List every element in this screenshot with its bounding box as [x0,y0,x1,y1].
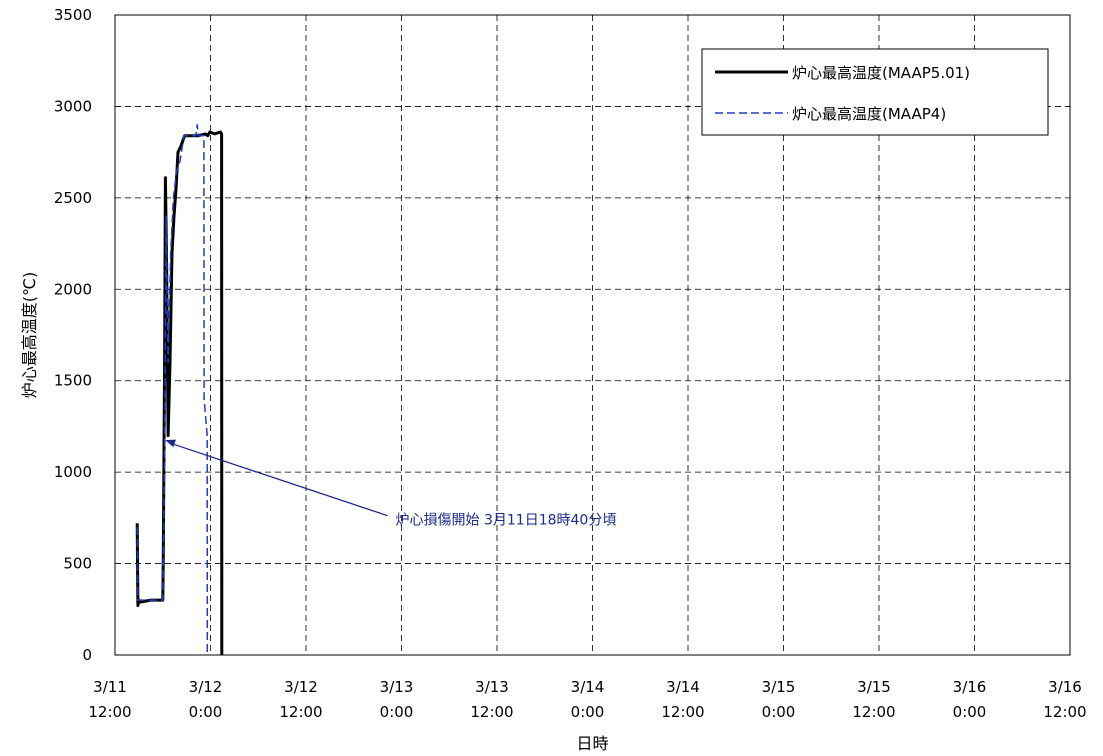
annotation-label: 炉心損傷開始 3月11日18時40分頃 [396,513,617,529]
x-tick-label: 3/11 12:00 [88,678,131,721]
y-tick-label: 500 [63,555,92,573]
annotation: 炉心損傷開始 3月11日18時40分頃 [165,439,617,529]
x-tick-label: 3/13 12:00 [470,678,513,721]
x-tick-label: 3/15 12:00 [852,678,895,721]
x-tick-label: 3/13 0:00 [380,678,414,721]
y-tick-label: 2000 [54,280,92,298]
x-tick-label: 3/16 12:00 [1043,678,1086,721]
legend-label-2: 炉心最高温度(MAAP4) [792,105,946,123]
plot-area [114,14,1071,656]
legend-box [701,48,1049,136]
x-tick-label: 3/16 0:00 [953,678,987,721]
y-tick-label: 1500 [54,372,92,390]
annotation-arrow [172,443,388,517]
x-tick-label: 3/15 0:00 [762,678,796,721]
y-tick-label: 2500 [54,189,92,207]
x-tick-label: 3/12 12:00 [279,678,322,721]
y-axis: 0 500 1000 1500 2000 2500 3000 3500 [54,6,92,664]
y-tick-label: 0 [82,646,92,664]
x-tick-label: 3/14 12:00 [661,678,704,721]
annotation-arrowhead [165,439,176,448]
x-axis: 3/11 12:00 3/12 0:00 3/12 12:00 3/13 0:00 3/13 12… [88,678,1086,721]
y-axis-title: 炉心最高温度(℃) [20,272,39,398]
y-tick-label: 1000 [54,463,92,481]
x-tick-label: 3/14 0:00 [571,678,605,721]
series-line-1 [135,130,224,656]
y-tick-label: 3000 [54,97,92,115]
series-line-2 [136,123,209,656]
series-group [135,123,224,656]
x-tick-label: 3/12 0:00 [189,678,223,721]
y-tick-label: 3500 [54,6,92,24]
legend: 炉心最高温度(MAAP5.01) 炉心最高温度(MAAP4) [701,48,1049,136]
x-axis-title: 日時 [576,734,608,753]
legend-label-1: 炉心最高温度(MAAP5.01) [792,64,970,82]
